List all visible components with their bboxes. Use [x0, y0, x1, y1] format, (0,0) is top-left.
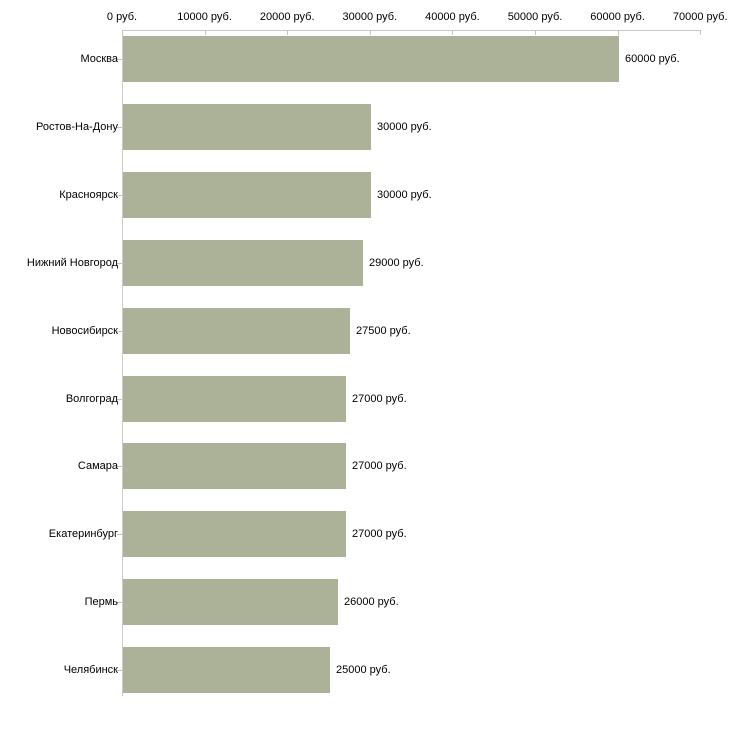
category-label: Нижний Новгород	[26, 256, 118, 269]
x-axis-tick	[452, 30, 454, 35]
bar	[123, 104, 371, 150]
bar	[123, 647, 330, 693]
x-axis-tick-label: 30000 руб.	[342, 11, 398, 23]
category-tick	[117, 331, 122, 332]
x-axis-tick	[287, 30, 289, 35]
category-label: Новосибирск	[51, 324, 118, 337]
category-tick	[117, 602, 122, 603]
value-label: 27500 руб.	[356, 324, 411, 337]
bar	[123, 172, 371, 218]
category-tick	[117, 534, 122, 535]
x-axis-tick-label: 10000 руб.	[177, 11, 232, 23]
x-axis-tick-label: 0 руб.	[106, 11, 138, 23]
x-axis-tick	[369, 30, 371, 35]
value-label: 27000 руб.	[352, 528, 407, 541]
x-axis-tick	[535, 30, 536, 35]
value-label: 26000 руб.	[344, 596, 399, 609]
category-label: Самара	[77, 460, 118, 473]
category-label: Москва	[80, 53, 118, 65]
x-axis-tick-label: 20000 руб.	[259, 11, 315, 23]
value-label: 27000 руб.	[352, 460, 407, 473]
category-tick	[117, 263, 122, 264]
category-label: Ростов-На-Дону	[35, 120, 118, 133]
x-axis-tick	[617, 30, 619, 35]
category-tick	[117, 59, 122, 60]
x-axis-tick	[204, 30, 206, 35]
bar	[123, 579, 338, 625]
x-axis-line	[122, 30, 701, 31]
bar	[123, 376, 346, 422]
value-label: 25000 руб.	[336, 664, 391, 677]
x-axis-tick	[122, 30, 123, 35]
value-label: 30000 руб.	[377, 188, 432, 201]
x-axis-tick-label: 40000 руб.	[425, 11, 480, 23]
x-axis-tick-label: 50000 руб.	[507, 11, 563, 23]
value-label: 60000 руб.	[625, 53, 680, 65]
value-label: 27000 руб.	[352, 392, 407, 405]
category-tick	[117, 127, 122, 128]
value-label: 30000 руб.	[377, 120, 432, 133]
category-label: Пермь	[84, 596, 118, 609]
value-label: 29000 руб.	[369, 256, 424, 269]
x-axis-tick-label: 60000 руб.	[590, 11, 645, 23]
bar	[123, 511, 346, 557]
category-label: Волгоград	[65, 392, 118, 405]
category-tick	[117, 670, 122, 671]
category-label: Челябинск	[63, 664, 118, 677]
x-axis-tick	[700, 30, 702, 35]
category-label: Красноярск	[59, 188, 118, 201]
y-axis-line	[122, 30, 123, 696]
category-tick	[117, 195, 122, 196]
category-label: Екатеринбург	[48, 528, 118, 541]
bar	[123, 443, 346, 489]
category-tick	[117, 466, 122, 467]
bar	[123, 308, 350, 354]
category-tick	[117, 399, 122, 400]
bar	[123, 36, 619, 82]
bar	[123, 240, 363, 286]
x-axis-tick-label: 70000 руб.	[672, 11, 728, 23]
